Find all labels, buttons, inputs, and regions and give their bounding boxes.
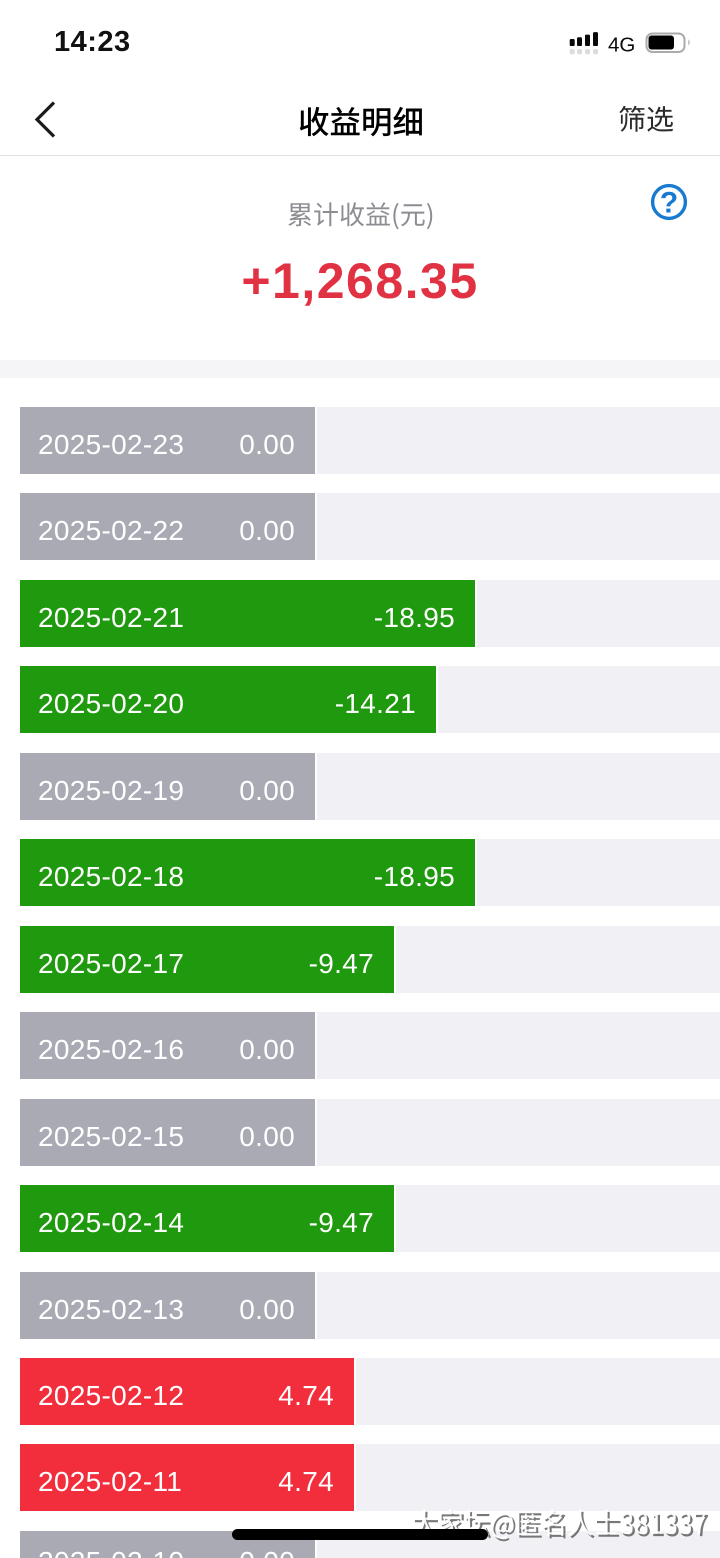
svg-text:4G: 4G [608,34,635,57]
svg-text:?: ? [660,187,678,220]
